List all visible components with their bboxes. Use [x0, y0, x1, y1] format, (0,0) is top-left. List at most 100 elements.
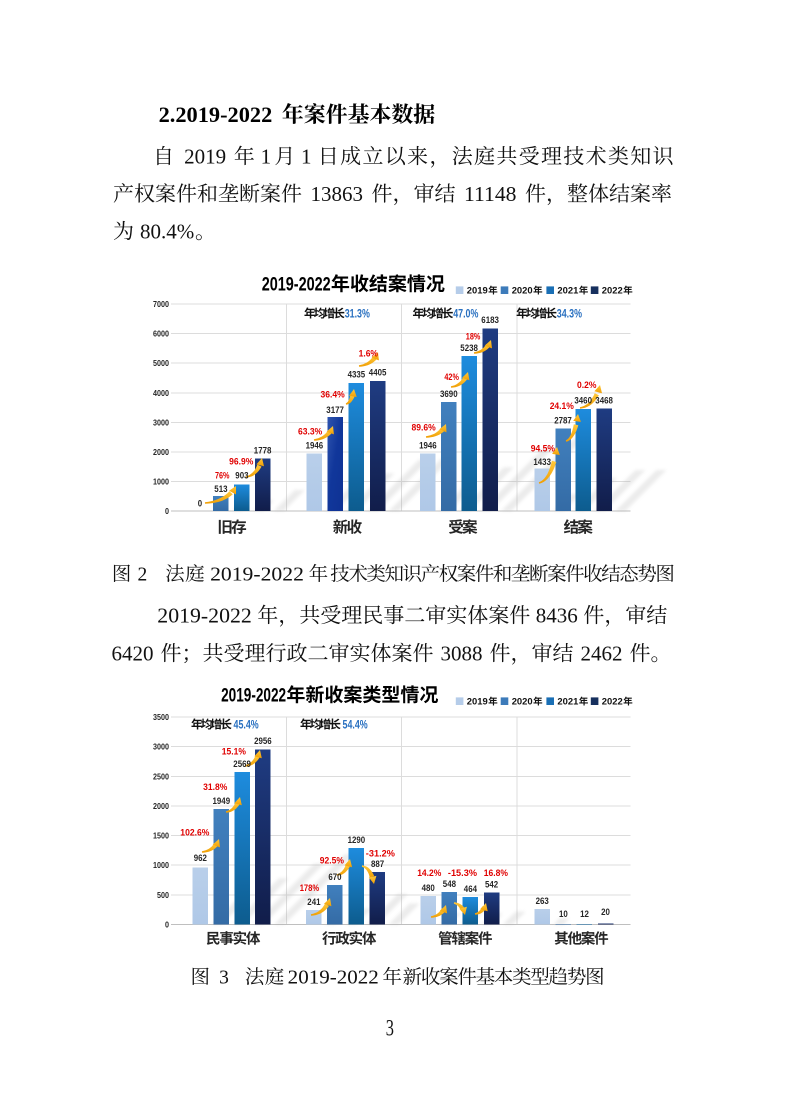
- svg-text:8436: 8436: [536, 604, 578, 628]
- svg-text:20: 20: [601, 907, 610, 917]
- svg-text:3460: 3460: [574, 396, 592, 406]
- svg-text:2021: 2021: [557, 697, 579, 708]
- svg-text:36.4%: 36.4%: [321, 390, 346, 401]
- svg-text:2000: 2000: [153, 801, 169, 811]
- svg-text:500: 500: [157, 890, 169, 900]
- svg-text:178%: 178%: [300, 883, 320, 894]
- svg-text:13863: 13863: [311, 182, 364, 206]
- svg-text:42%: 42%: [444, 372, 459, 383]
- svg-text:63.3%: 63.3%: [298, 427, 323, 438]
- svg-text:2021: 2021: [557, 286, 579, 297]
- svg-text:5238: 5238: [460, 343, 478, 353]
- svg-text:7000: 7000: [153, 299, 169, 309]
- svg-text:2019: 2019: [184, 145, 226, 169]
- svg-text:542: 542: [485, 879, 498, 889]
- svg-text:3000: 3000: [153, 742, 169, 752]
- svg-text:1290: 1290: [348, 835, 366, 845]
- svg-text:2022: 2022: [602, 286, 623, 297]
- svg-text:3468: 3468: [595, 395, 613, 405]
- svg-text:2500: 2500: [153, 771, 169, 781]
- svg-text:24.1%: 24.1%: [550, 401, 575, 412]
- svg-text:241: 241: [307, 897, 320, 907]
- svg-text:34.3%: 34.3%: [557, 307, 582, 321]
- svg-text:3: 3: [219, 968, 229, 989]
- svg-text:5000: 5000: [153, 358, 169, 368]
- svg-text:1433: 1433: [533, 457, 551, 467]
- svg-text:6420: 6420: [112, 642, 154, 666]
- svg-text:548: 548: [443, 879, 456, 889]
- svg-text:1946: 1946: [306, 440, 324, 450]
- svg-text:2787: 2787: [554, 415, 572, 425]
- svg-text:2000: 2000: [153, 447, 169, 457]
- svg-text:2019-2022: 2019-2022: [262, 275, 331, 296]
- svg-text:1.6%: 1.6%: [359, 349, 379, 360]
- svg-text:2.2019-2022: 2.2019-2022: [159, 102, 273, 127]
- svg-text:2569: 2569: [233, 759, 251, 769]
- svg-text:3690: 3690: [440, 389, 458, 399]
- svg-text:0: 0: [165, 506, 169, 516]
- svg-text:2020: 2020: [512, 286, 533, 297]
- svg-text:15.1%: 15.1%: [222, 747, 247, 758]
- svg-text:92.5%: 92.5%: [320, 856, 345, 867]
- svg-text:-15.3%: -15.3%: [448, 868, 478, 879]
- svg-text:3500: 3500: [153, 712, 169, 722]
- svg-text:2019: 2019: [467, 697, 488, 708]
- svg-text:31.3%: 31.3%: [345, 307, 370, 321]
- svg-text:0: 0: [198, 499, 202, 509]
- svg-text:47.0%: 47.0%: [453, 307, 478, 321]
- svg-text:2019-2022: 2019-2022: [221, 686, 286, 707]
- svg-text:962: 962: [194, 853, 207, 863]
- svg-text:3000: 3000: [153, 417, 169, 427]
- svg-text:2: 2: [138, 565, 148, 586]
- svg-text:89.6%: 89.6%: [412, 423, 437, 434]
- svg-text:80.4%: 80.4%: [140, 220, 194, 244]
- svg-text:16.8%: 16.8%: [484, 868, 509, 879]
- svg-text:6183: 6183: [481, 315, 499, 325]
- svg-text:18%: 18%: [466, 332, 481, 343]
- svg-text:2019-2022: 2019-2022: [288, 968, 379, 989]
- svg-text:1: 1: [301, 145, 312, 169]
- svg-text:2020: 2020: [512, 697, 533, 708]
- svg-text:0: 0: [165, 920, 169, 930]
- svg-text:4405: 4405: [369, 368, 387, 378]
- svg-text:887: 887: [371, 859, 384, 869]
- svg-text:903: 903: [235, 471, 248, 481]
- svg-text:3: 3: [386, 1015, 394, 1041]
- svg-text:76%: 76%: [215, 471, 230, 482]
- svg-text:31.8%: 31.8%: [203, 782, 228, 793]
- svg-text:102.6%: 102.6%: [180, 828, 210, 839]
- svg-text:3088: 3088: [441, 642, 483, 666]
- svg-text:10: 10: [559, 909, 568, 919]
- svg-text:11148: 11148: [464, 182, 517, 206]
- svg-text:464: 464: [464, 884, 477, 894]
- svg-text:14.2%: 14.2%: [417, 868, 442, 879]
- svg-text:54.4%: 54.4%: [343, 718, 368, 732]
- svg-text:96.9%: 96.9%: [229, 456, 254, 467]
- svg-text:2019: 2019: [467, 286, 488, 297]
- svg-text:2019-2022: 2019-2022: [210, 565, 304, 586]
- svg-text:263: 263: [536, 896, 549, 906]
- svg-text:2019-2022: 2019-2022: [157, 604, 252, 628]
- svg-text:1000: 1000: [153, 860, 169, 870]
- svg-text:3177: 3177: [326, 405, 344, 415]
- svg-text:670: 670: [328, 872, 341, 882]
- svg-text:94.5%: 94.5%: [531, 444, 556, 455]
- svg-text:6000: 6000: [153, 329, 169, 339]
- svg-text:2462: 2462: [581, 642, 623, 666]
- svg-text:4335: 4335: [348, 370, 366, 380]
- svg-text:1949: 1949: [213, 796, 231, 806]
- svg-text:480: 480: [422, 883, 435, 893]
- svg-text:0.2%: 0.2%: [577, 380, 597, 391]
- svg-text:4000: 4000: [153, 388, 169, 398]
- svg-text:1000: 1000: [153, 476, 169, 486]
- svg-text:1778: 1778: [254, 446, 272, 456]
- svg-text:-31.2%: -31.2%: [366, 849, 396, 860]
- svg-text:1946: 1946: [419, 440, 437, 450]
- svg-text:45.4%: 45.4%: [234, 718, 259, 732]
- svg-text:513: 513: [214, 484, 227, 494]
- svg-text:12: 12: [580, 909, 589, 919]
- svg-text:2956: 2956: [254, 736, 272, 746]
- svg-text:2022: 2022: [602, 697, 623, 708]
- svg-text:1: 1: [261, 145, 272, 169]
- svg-text:1500: 1500: [153, 831, 169, 841]
